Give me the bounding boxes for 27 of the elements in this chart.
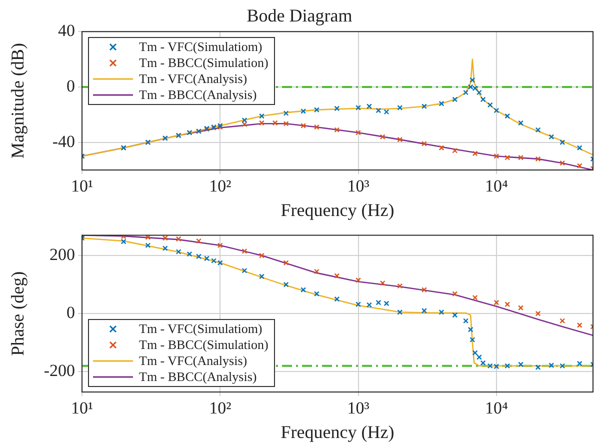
- x-tick-label: 10⁴: [484, 398, 508, 418]
- legend-label: Tm - BBCC(Analysis): [139, 369, 257, 385]
- x-tick-label: 10²: [209, 398, 232, 418]
- legend-label: Tm - VFC(Analysis): [139, 353, 248, 369]
- x-axis-title: Frequency (Hz): [280, 422, 394, 442]
- y-tick-label: 40: [58, 21, 75, 40]
- y-tick-label: 200: [50, 244, 75, 264]
- x-tick-label: 10³: [347, 398, 370, 418]
- y-axis-title: Phase (deg): [8, 271, 28, 356]
- y-tick-label: 0: [66, 76, 75, 96]
- y-tick-label: -200: [44, 361, 75, 380]
- y-axis-title: Magnitude (dB): [8, 43, 28, 159]
- x-tick-label: 10¹: [70, 398, 94, 418]
- y-tick-label: -40: [52, 132, 75, 151]
- y-tick-label: 0: [66, 303, 75, 322]
- legend-label: Tm - BBCC(Simulation): [139, 54, 268, 71]
- x-tick-label: 10⁴: [484, 176, 508, 196]
- legend-label: Tm - BBCC(Analysis): [139, 86, 257, 103]
- legend-label: Tm - VFC(Simulatiom): [139, 321, 262, 337]
- x-tick-label: 10¹: [70, 176, 94, 196]
- x-tick-label: 10³: [347, 176, 370, 196]
- legend-label: Tm - VFC(Analysis): [139, 70, 248, 87]
- legend-label: Tm - BBCC(Simulation): [139, 337, 268, 353]
- legend-label: Tm - VFC(Simulatiom): [139, 38, 262, 55]
- x-axis-title: Frequency (Hz): [280, 200, 394, 220]
- chart-title: Bode Diagram: [246, 6, 352, 26]
- x-tick-label: 10²: [209, 176, 232, 196]
